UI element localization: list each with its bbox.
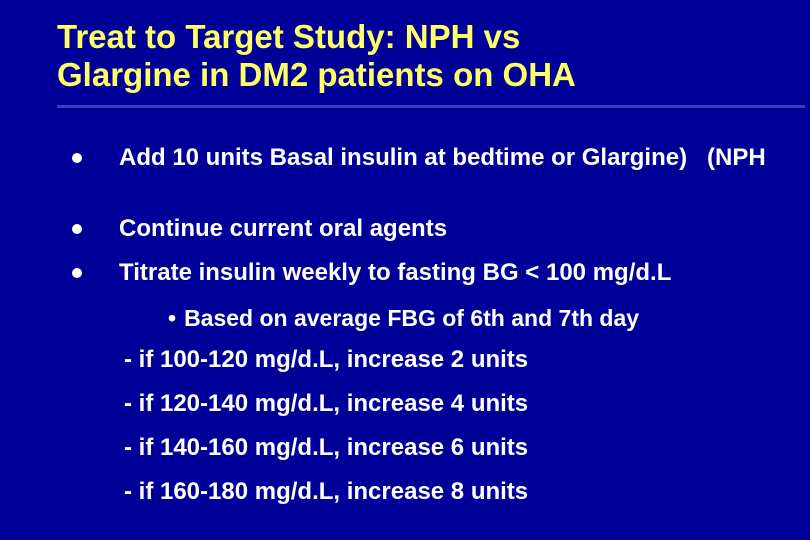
bullet-text-2: Continue current oral agents (119, 215, 448, 242)
titration-step-4: - if 160-180 mg/d.L, increase 8 units (124, 478, 529, 505)
bullet-text-1-suffix: (NPH (707, 144, 766, 171)
sub-bullet: • Based on average FBG of 6th and 7th day (168, 304, 639, 332)
titration-step-2: - if 120-140 mg/d.L, increase 4 units (124, 390, 529, 417)
bullet-dot-icon (72, 268, 82, 278)
sub-bullet-text: Based on average FBG of 6th and 7th day (184, 305, 640, 331)
title-line-1: Treat to Target Study: NPH vs (57, 18, 521, 55)
title-line-2: Glargine in DM2 patients on OHA (57, 56, 576, 93)
bullet-text-1: Add 10 units Basal insulin at bedtime or… (119, 144, 688, 171)
bullet-item-1: Add 10 units Basal insulin at bedtime or… (72, 144, 792, 200)
sub-bullet-marker: • (168, 305, 177, 331)
titration-step-1: - if 100-120 mg/d.L, increase 2 units (124, 346, 529, 373)
titration-step-3: - if 140-160 mg/d.L, increase 6 units (124, 434, 529, 461)
bullet-text-3: Titrate insulin weekly to fasting BG < 1… (119, 259, 672, 286)
slide-title: Treat to Target Study: NPH vs Glargine i… (57, 18, 797, 94)
bullet-dot-icon (72, 224, 82, 234)
title-divider (57, 105, 805, 108)
bullet-dot-icon (72, 153, 82, 163)
